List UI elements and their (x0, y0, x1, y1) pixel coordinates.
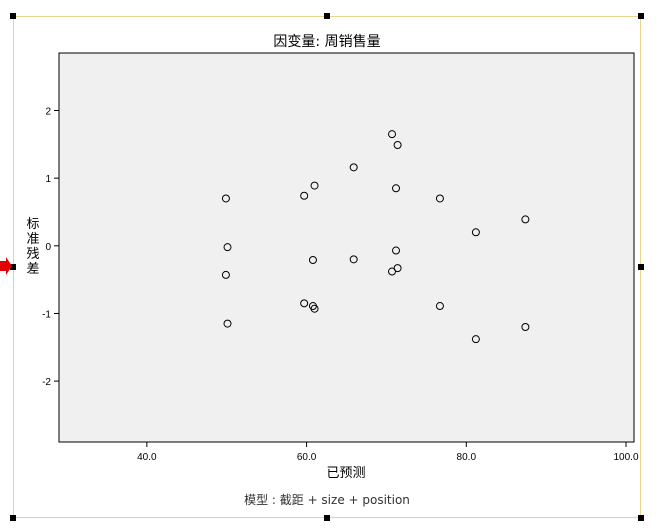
y-tick-label: 2 (45, 107, 51, 118)
data-point (308, 256, 317, 265)
data-markers (221, 130, 530, 344)
y-axis-title-char: 差 (26, 262, 39, 277)
data-point (435, 194, 444, 203)
data-point (392, 184, 401, 193)
y-tick-label: 1 (45, 174, 51, 185)
x-axis-title: 已预测 (326, 466, 365, 481)
resize-handle-bottom-left[interactable] (10, 515, 16, 521)
resize-handle-middle-right[interactable] (638, 264, 644, 270)
y-axis-ticks: 2 1 0 -1 -2 (42, 107, 59, 388)
selection-arrow-icon (0, 257, 12, 275)
data-point (521, 215, 530, 224)
y-tick-label: 0 (45, 242, 51, 253)
resize-handle-bottom-right[interactable] (638, 515, 644, 521)
resize-handle-bottom-middle[interactable] (324, 515, 330, 521)
resize-handle-middle-left[interactable] (10, 264, 16, 270)
x-tick-label: 40.0 (137, 452, 157, 463)
resize-handle-top-left[interactable] (10, 13, 16, 19)
y-axis-title-char: 残 (26, 247, 39, 262)
resize-handle-top-middle[interactable] (324, 13, 330, 19)
data-point (223, 243, 232, 252)
data-point (521, 322, 530, 331)
resize-handle-top-right[interactable] (638, 13, 644, 19)
data-point (392, 246, 401, 255)
x-axis-ticks: 40.0 60.0 80.0 100.0 (137, 442, 639, 463)
x-tick-label: 80.0 (457, 452, 477, 463)
model-footnote: 模型 : 截距 + size + position (244, 493, 410, 507)
y-tick-label: -1 (42, 309, 51, 320)
data-point (393, 141, 402, 150)
data-point (471, 228, 480, 237)
chart-title: 因变量: 周销售量 (273, 34, 380, 50)
data-point (435, 302, 444, 311)
y-axis-title-char: 标 (26, 217, 39, 232)
x-tick-label: 100.0 (613, 452, 638, 463)
data-point (221, 270, 230, 279)
data-point (388, 130, 397, 139)
y-axis-title: 标准残差 (26, 217, 39, 277)
y-axis-title-char: 准 (26, 232, 39, 247)
x-tick-label: 60.0 (297, 452, 317, 463)
data-point (221, 194, 230, 203)
data-point (388, 267, 397, 276)
data-point (471, 335, 480, 344)
data-point (310, 304, 319, 313)
data-point (300, 191, 309, 200)
data-point (349, 163, 358, 172)
y-tick-label: -2 (42, 377, 51, 388)
data-point (300, 299, 309, 308)
data-point (310, 181, 319, 190)
data-point (223, 319, 232, 328)
plot-area (58, 52, 635, 443)
data-point (349, 255, 358, 264)
